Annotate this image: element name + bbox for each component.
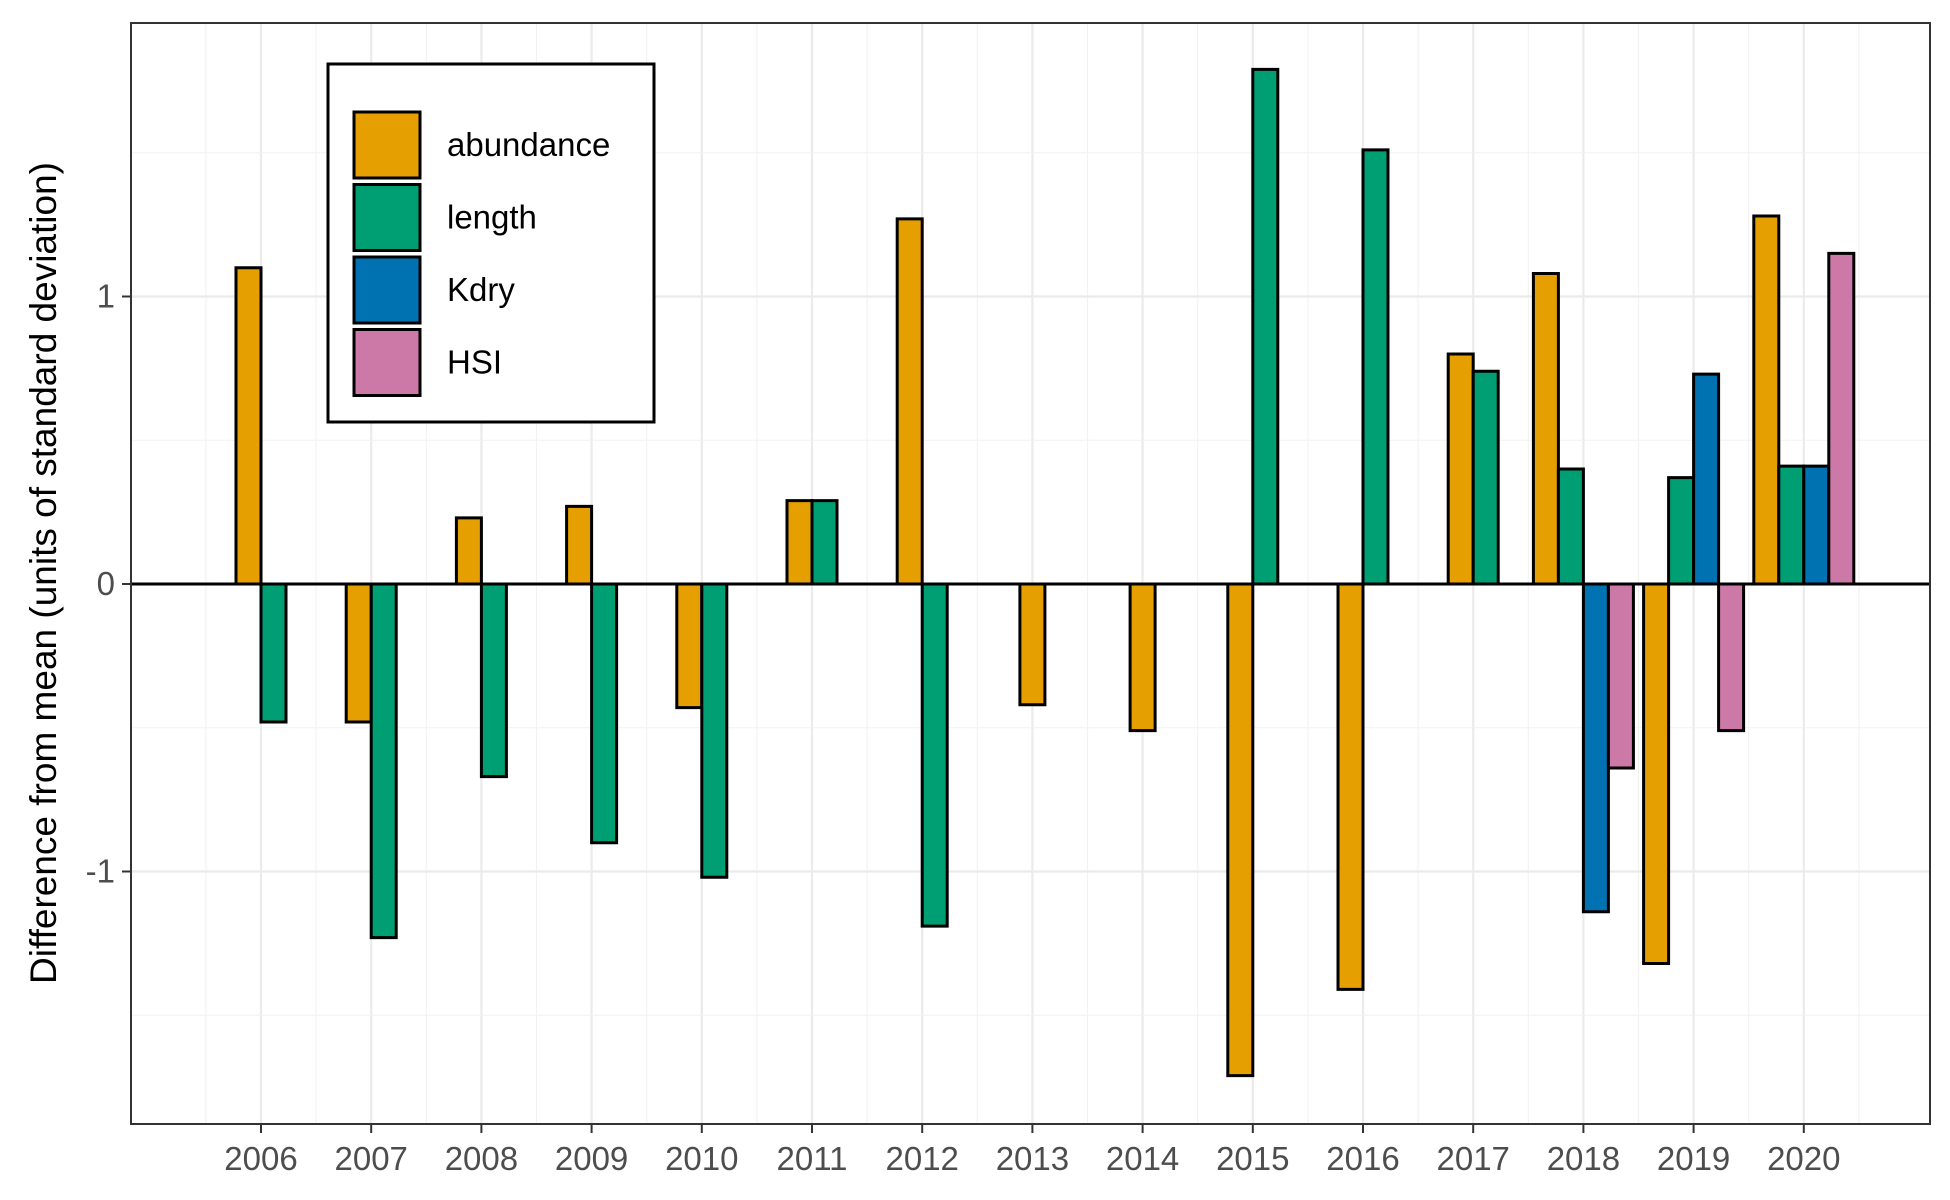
bar-abundance-2009 bbox=[565, 504, 594, 586]
bar-abundance-2019 bbox=[1642, 582, 1671, 965]
x-tick-label: 2014 bbox=[1106, 1140, 1179, 1177]
y-axis-title: Difference from mean (units of standard … bbox=[23, 162, 64, 984]
legend-label-hsi: HSI bbox=[447, 344, 502, 381]
x-tick-label: 2011 bbox=[777, 1140, 848, 1177]
bars-layer bbox=[234, 67, 1856, 1078]
bar-abundance-2014 bbox=[1128, 582, 1157, 733]
legend: abundance length Kdry HSI bbox=[326, 62, 656, 424]
x-tick-label: 2018 bbox=[1547, 1140, 1620, 1177]
legend-key-abundance bbox=[352, 110, 422, 180]
bar-length-2006 bbox=[259, 582, 288, 724]
bar-length-2018 bbox=[1556, 467, 1585, 586]
bar-length-2008 bbox=[479, 582, 508, 779]
legend-key-hsi bbox=[352, 328, 422, 397]
bar-abundance-2006 bbox=[234, 266, 263, 586]
bar-length-2010 bbox=[700, 582, 729, 879]
x-tick-label: 2013 bbox=[996, 1140, 1069, 1177]
bar-length-2015 bbox=[1251, 67, 1280, 586]
legend-key-length bbox=[352, 183, 422, 252]
bar-abundance-2018 bbox=[1531, 272, 1560, 586]
legend-label-kdry: Kdry bbox=[447, 271, 515, 308]
x-tick-label: 2006 bbox=[224, 1140, 297, 1177]
bar-kdry-2019 bbox=[1692, 372, 1721, 586]
legend-label-length: length bbox=[447, 199, 537, 236]
ticks-layer: 2006 2007 2008 2009 2010 2011 2012 2013 2014 2015… bbox=[86, 278, 1841, 1178]
x-tick-label: 2020 bbox=[1767, 1140, 1840, 1177]
x-tick-label: 2010 bbox=[665, 1140, 738, 1177]
bar-abundance-2011 bbox=[785, 499, 814, 586]
bar-length-2016 bbox=[1361, 148, 1390, 586]
x-tick-label: 2016 bbox=[1326, 1140, 1399, 1177]
bar-abundance-2008 bbox=[454, 516, 483, 586]
bar-length-2020 bbox=[1777, 464, 1806, 586]
legend-label-abundance: abundance bbox=[447, 126, 610, 163]
bar-abundance-2017 bbox=[1446, 352, 1475, 586]
bar-abundance-2020 bbox=[1752, 214, 1781, 586]
bar-length-2019 bbox=[1667, 476, 1696, 586]
bar-length-2011 bbox=[810, 499, 839, 586]
bar-abundance-2013 bbox=[1018, 582, 1047, 707]
x-tick-label: 2007 bbox=[334, 1140, 407, 1177]
bar-abundance-2016 bbox=[1336, 582, 1365, 991]
bar-hsi-2019 bbox=[1717, 582, 1746, 733]
y-tick-label: 1 bbox=[97, 278, 115, 315]
bar-kdry-2018 bbox=[1581, 582, 1610, 914]
x-tick-label: 2019 bbox=[1657, 1140, 1730, 1177]
panel-border bbox=[130, 22, 1931, 1125]
bar-length-2007 bbox=[369, 582, 398, 940]
bar-abundance-2010 bbox=[675, 582, 704, 710]
bar-length-2017 bbox=[1471, 369, 1500, 586]
x-tick-label: 2012 bbox=[885, 1140, 958, 1177]
y-tick-label: 0 bbox=[97, 565, 115, 602]
x-tick-label: 2015 bbox=[1216, 1140, 1289, 1177]
legend-key-kdry bbox=[352, 255, 422, 325]
legend-items: abundance length Kdry HSI bbox=[352, 110, 610, 397]
bar-abundance-2012 bbox=[895, 217, 924, 586]
bar-length-2009 bbox=[590, 582, 619, 845]
bar-abundance-2015 bbox=[1226, 582, 1255, 1078]
x-tick-label: 2008 bbox=[445, 1140, 518, 1177]
bar-length-2012 bbox=[920, 582, 949, 928]
y-tick-label: -1 bbox=[86, 853, 115, 890]
bar-kdry-2020 bbox=[1802, 464, 1831, 586]
x-tick-label: 2017 bbox=[1436, 1140, 1509, 1177]
x-tick-label: 2009 bbox=[555, 1140, 628, 1177]
bar-abundance-2007 bbox=[344, 582, 373, 724]
bar-hsi-2018 bbox=[1606, 582, 1635, 770]
bar-hsi-2020 bbox=[1827, 251, 1856, 586]
